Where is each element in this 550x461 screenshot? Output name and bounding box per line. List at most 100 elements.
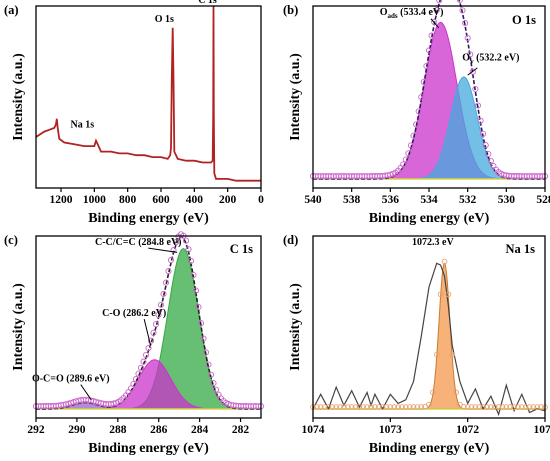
data-point <box>147 337 155 344</box>
annotation-pointer <box>430 18 440 29</box>
data-point <box>212 386 220 393</box>
peak-label: O 1s <box>155 14 174 25</box>
data-point <box>491 404 498 410</box>
data-point <box>135 370 142 377</box>
data-point <box>155 311 162 318</box>
x-tick-label: 290 <box>68 424 86 436</box>
data-point <box>413 121 420 128</box>
peak-label: O-C=O (289.6 eV) <box>32 374 110 385</box>
data-point <box>197 320 205 327</box>
panel-b: (b) O 1s 540 538 536 534 532 530 528 Binding e… <box>283 0 550 226</box>
data-point <box>469 68 476 75</box>
data-point <box>472 85 479 93</box>
data-point <box>407 142 415 149</box>
data-point <box>499 404 506 410</box>
data-point <box>165 268 172 275</box>
data-point <box>428 32 435 39</box>
data-point <box>391 404 398 410</box>
panel-c-label: (c) <box>4 233 18 247</box>
x-tick-label: 532 <box>459 194 477 206</box>
data-point <box>182 237 190 244</box>
panel-c-title: C 1s <box>230 242 253 256</box>
data-point <box>132 376 140 383</box>
data-point <box>130 380 137 388</box>
data-point <box>383 404 390 410</box>
panel-b-ylabel: Intensity (a.u.) <box>288 53 303 141</box>
data-point <box>453 389 459 396</box>
x-tick-label: 1073 <box>379 424 402 436</box>
data-point <box>484 404 490 410</box>
x-tick-label: 528 <box>536 194 550 206</box>
data-point <box>348 404 355 410</box>
data-point <box>207 371 215 378</box>
data-point <box>467 51 474 58</box>
x-tick-label: 800 <box>119 194 137 206</box>
data-point <box>150 329 157 336</box>
peak-label-tail: (532.2 eV) <box>474 53 520 64</box>
data-point <box>480 404 486 410</box>
panel-b-title: O 1s <box>512 13 536 27</box>
annotation-pointer <box>148 247 178 253</box>
peak-label-subscript: ads <box>388 12 398 20</box>
data-point <box>185 246 192 253</box>
data-point <box>418 94 425 101</box>
x-tick-label: 286 <box>150 424 168 436</box>
peak-label-main: O <box>462 53 470 64</box>
panel-c-xlabel: Binding energy (eV) <box>88 441 209 456</box>
data-point <box>433 7 440 14</box>
panel-b-label: (b) <box>283 3 298 17</box>
raw-spectrum-line <box>312 262 546 417</box>
data-point <box>172 239 180 246</box>
data-point <box>333 404 340 410</box>
data-point <box>410 132 417 139</box>
peak-label: Oads (533.4 eV) <box>380 7 444 20</box>
panel-d-title: Na 1s <box>505 242 535 256</box>
data-point <box>482 142 489 149</box>
data-point <box>127 385 135 392</box>
data-point <box>485 150 492 158</box>
data-point <box>162 279 170 286</box>
peak-label-tail: (533.4 eV) <box>398 7 444 18</box>
data-point <box>329 404 336 410</box>
survey-spectrum-line <box>35 5 261 182</box>
data-point <box>202 349 210 356</box>
data-point <box>325 404 332 410</box>
x-tick-label: 538 <box>343 194 361 206</box>
panel-d: (d) Na 1s 1074 1073 1072 1071 Binding energ… <box>283 233 550 456</box>
data-point <box>410 404 417 410</box>
data-point <box>157 301 165 308</box>
data-point <box>192 287 200 294</box>
data-point <box>400 161 407 168</box>
data-point <box>387 171 394 178</box>
data-point <box>140 358 147 365</box>
data-point <box>160 290 167 297</box>
data-point <box>379 404 386 410</box>
x-tick-label: 0 <box>258 194 264 206</box>
x-tick-label: 288 <box>109 424 127 436</box>
data-point <box>515 404 521 410</box>
data-point <box>360 404 367 410</box>
data-point <box>110 400 117 407</box>
data-point <box>503 404 510 410</box>
panel-d-ylabel: Intensity (a.u.) <box>288 283 303 371</box>
data-point <box>507 404 514 410</box>
data-point <box>337 404 343 410</box>
data-point <box>468 404 475 410</box>
data-point <box>538 404 544 410</box>
x-tick-label: 540 <box>304 194 322 206</box>
data-point <box>425 47 433 54</box>
data-point <box>152 321 160 328</box>
data-point <box>534 404 541 410</box>
x-tick-label: 530 <box>498 194 516 206</box>
panel-d-xlabel: Binding energy (eV) <box>369 441 490 456</box>
x-tick-label: 534 <box>420 194 438 206</box>
data-point <box>195 303 202 311</box>
data-point <box>437 291 444 298</box>
data-point <box>395 404 401 410</box>
data-point <box>464 34 471 42</box>
annotation-pointer <box>467 67 478 76</box>
x-tick-label: 400 <box>186 194 204 206</box>
data-point <box>430 389 436 396</box>
data-point <box>352 404 359 410</box>
data-point <box>187 257 195 264</box>
